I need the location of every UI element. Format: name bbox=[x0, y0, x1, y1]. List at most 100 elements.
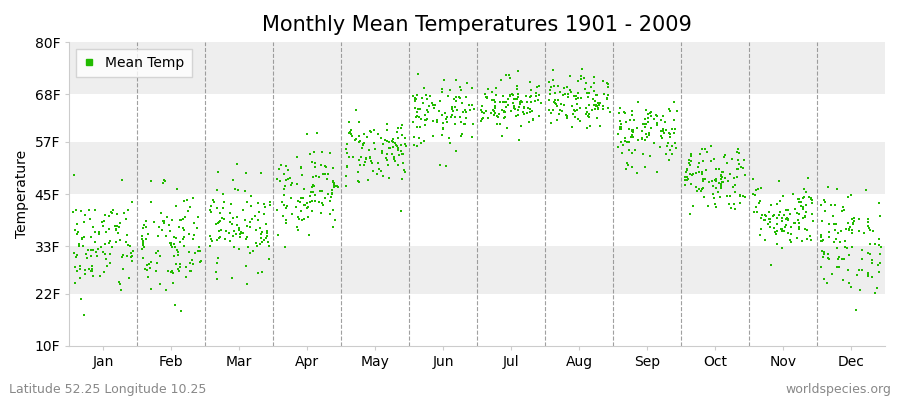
Point bbox=[366, 140, 381, 146]
Point bbox=[435, 132, 449, 138]
Point bbox=[571, 90, 585, 96]
Point bbox=[315, 202, 329, 208]
Point bbox=[142, 261, 157, 267]
Point bbox=[692, 160, 706, 166]
Point bbox=[221, 230, 236, 236]
Point bbox=[375, 140, 390, 147]
Point bbox=[69, 268, 84, 274]
Point bbox=[543, 87, 557, 94]
Point bbox=[712, 180, 726, 186]
Point bbox=[530, 84, 544, 90]
Point bbox=[97, 241, 112, 247]
Point bbox=[447, 96, 462, 102]
Point bbox=[307, 183, 321, 190]
Point bbox=[480, 94, 494, 100]
Point bbox=[410, 106, 425, 112]
Point bbox=[685, 171, 699, 177]
Point bbox=[73, 263, 87, 270]
Point bbox=[388, 158, 402, 165]
Point bbox=[578, 86, 592, 92]
Point bbox=[646, 116, 661, 122]
Point bbox=[166, 270, 180, 276]
Point bbox=[644, 125, 658, 131]
Point bbox=[841, 267, 855, 273]
Point bbox=[328, 217, 342, 224]
Point bbox=[69, 230, 84, 237]
Point bbox=[790, 217, 805, 224]
Point bbox=[726, 184, 741, 190]
Point bbox=[366, 167, 381, 174]
Point bbox=[210, 237, 224, 243]
Point bbox=[546, 98, 561, 105]
Point bbox=[611, 110, 625, 116]
Point bbox=[79, 255, 94, 261]
Point bbox=[306, 182, 320, 189]
Point bbox=[425, 99, 439, 106]
Point bbox=[93, 273, 107, 279]
Point bbox=[412, 135, 427, 141]
Point bbox=[495, 106, 509, 113]
Point bbox=[581, 111, 596, 118]
Point bbox=[321, 171, 336, 178]
Point bbox=[770, 215, 785, 222]
Point bbox=[302, 198, 317, 205]
Point bbox=[618, 165, 633, 172]
Point bbox=[315, 148, 329, 155]
Point bbox=[496, 92, 510, 99]
Point bbox=[498, 109, 512, 115]
Point bbox=[568, 108, 582, 114]
Point bbox=[767, 212, 781, 219]
Point bbox=[872, 268, 886, 275]
Point bbox=[262, 242, 276, 249]
Point bbox=[374, 135, 388, 142]
Point bbox=[515, 99, 529, 106]
Point bbox=[788, 220, 802, 226]
Point bbox=[68, 227, 83, 233]
Point bbox=[327, 184, 341, 190]
Point bbox=[245, 216, 259, 222]
Point bbox=[458, 107, 473, 113]
Point bbox=[107, 223, 122, 229]
Point bbox=[846, 220, 860, 226]
Title: Monthly Mean Temperatures 1901 - 2009: Monthly Mean Temperatures 1901 - 2009 bbox=[262, 15, 692, 35]
Point bbox=[463, 107, 477, 113]
Point bbox=[709, 185, 724, 191]
Point bbox=[731, 166, 745, 172]
Point bbox=[243, 218, 257, 225]
Point bbox=[151, 233, 166, 240]
Point bbox=[624, 134, 638, 140]
Point bbox=[396, 160, 410, 166]
Point bbox=[708, 175, 723, 182]
Point bbox=[692, 186, 706, 192]
Point bbox=[397, 167, 411, 174]
Point bbox=[186, 220, 201, 227]
Point bbox=[392, 151, 406, 158]
Point bbox=[460, 80, 474, 86]
Point bbox=[391, 162, 405, 168]
Point bbox=[600, 92, 615, 98]
Point bbox=[476, 115, 491, 122]
Point bbox=[94, 244, 108, 250]
Point bbox=[560, 114, 574, 121]
Point bbox=[209, 269, 223, 276]
Point bbox=[619, 139, 634, 145]
Point bbox=[223, 201, 238, 207]
Point bbox=[491, 114, 505, 120]
Point bbox=[433, 162, 447, 168]
Point bbox=[653, 128, 668, 134]
Point bbox=[302, 203, 316, 210]
Point bbox=[210, 276, 224, 282]
Point bbox=[110, 211, 124, 218]
Point bbox=[507, 103, 521, 109]
Point bbox=[657, 130, 671, 136]
Point bbox=[174, 308, 188, 314]
Point bbox=[310, 129, 324, 136]
Point bbox=[186, 261, 201, 268]
Point bbox=[77, 267, 92, 273]
Point bbox=[395, 132, 410, 138]
Point bbox=[619, 119, 634, 125]
Point bbox=[368, 146, 382, 152]
Point bbox=[626, 164, 640, 170]
Point bbox=[279, 217, 293, 224]
Point bbox=[380, 156, 394, 163]
